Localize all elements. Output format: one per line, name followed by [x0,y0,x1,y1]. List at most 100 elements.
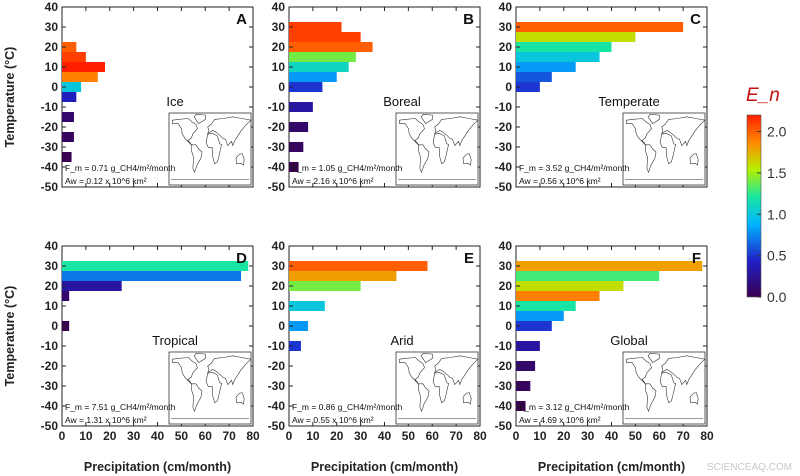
continent-outline [418,144,430,174]
heatmap-cells [289,22,373,172]
colorbar: E_n 2.0 1.5 1.0 0.5 0.0 [746,85,787,305]
x-tick-label: 80 [473,429,487,443]
heatmap-cell [62,42,77,52]
panel-letter: C [690,11,701,28]
x-tick-label: 40 [378,429,392,443]
world-map-inset [622,351,706,425]
continent-outline [432,132,449,165]
colorbar-tick-label: 0.0 [767,289,787,305]
world-map-inset [622,112,706,186]
continent-outline [689,392,699,405]
y-tick-label: 40 [45,239,59,253]
flux-stat: F_m = 0.71 g_CH4/m²/month [65,163,176,173]
panel-letter: A [236,11,247,28]
continent-outline [689,153,699,166]
heatmap-cell [516,291,600,301]
y-tick-label: 0 [505,319,512,333]
x-tick-label: 10 [79,429,93,443]
continent-outline [420,352,433,364]
heatmap-cells [516,22,684,92]
colorbar-scale [746,114,762,298]
panel-a: 40 30 20 10 0 -10 -20 -30 -40 -50 Temperature (°C)… [3,0,254,194]
continent-outline [191,144,203,174]
heatmap-cell [516,261,703,271]
continent-outline [626,357,652,385]
y-tick-label: -40 [41,399,59,413]
colorbar-ticks: 2.0 1.5 1.0 0.5 0.0 [757,124,787,305]
continent-outline [462,153,472,166]
heatmap-cell [289,122,309,132]
map-frame [622,351,706,425]
x-tick-label: 20 [330,429,344,443]
x-tick-label: 60 [199,429,213,443]
y-tick-label: 0 [51,80,58,94]
heatmap-cell [516,381,531,391]
y-tick-label: 40 [272,239,286,253]
y-tick-label: 30 [272,259,286,273]
area-stat: Aw = 0.56 x 10^6 km² [519,176,601,186]
continent-outline [172,357,198,385]
y-tick-label: -10 [41,100,59,114]
colorbar-tick-label: 0.5 [767,248,787,264]
y-tick-label: -10 [495,100,513,114]
x-tick-label: 0 [59,429,66,443]
heatmap-cell [289,281,361,291]
y-tick-label: -40 [268,399,286,413]
continent-outline [434,355,479,386]
heatmap-cell [516,401,526,411]
heatmap-cell [62,52,86,62]
continent-outline [235,392,245,405]
y-tick-label: -40 [41,160,59,174]
heatmap-cell [289,52,356,62]
y-tick-label: 0 [278,80,285,94]
region-label: Global [610,333,648,348]
heatmap-cell [516,22,684,32]
heatmap-cell [289,301,325,311]
y-tick-label: -20 [41,359,59,373]
x-tick-label: 50 [629,429,643,443]
continent-outline [626,118,652,146]
heatmap-cell [62,62,105,72]
y-tick-label: 30 [272,20,286,34]
continent-outline [659,132,676,165]
x-axis-label: Precipitation (cm/month) [311,460,458,474]
map-frame [622,112,706,186]
world-map-inset [168,351,252,425]
y-tick-label: -10 [41,339,59,353]
flux-stat: F_m = 3.12 g_CH4/m²/month [519,402,630,412]
y-tick-label: -30 [495,379,513,393]
continent-outline [418,383,430,413]
colorbar-tick-label: 1.5 [767,165,787,181]
x-tick-label: 0 [286,429,293,443]
heatmap-cell [289,32,361,42]
world-map-inset [395,351,479,425]
heatmap-cell [289,321,309,331]
heatmap-cell [289,142,304,152]
x-tick-label: 50 [402,429,416,443]
world-map-inset [168,112,252,186]
heatmap-cell [516,301,576,311]
y-tick-label: 20 [45,279,59,293]
continent-outline [647,352,660,364]
continent-outline [235,153,245,166]
x-tick-label: 70 [676,429,690,443]
x-tick-label: 80 [246,429,260,443]
heatmap-cell [516,271,660,281]
heatmap-cell [62,152,72,162]
heatmap-cells [516,261,703,411]
panel-b: 40 30 20 10 0 -10 -20 -30 -40 -50 B Boreal F_m = 1.0… [268,0,481,194]
panel-letter: B [463,11,474,28]
y-tick-label: 40 [499,0,513,14]
y-tick-label: -30 [41,140,59,154]
x-tick-label: 70 [449,429,463,443]
heatmap-cell [289,22,342,32]
panel-letter: E [464,250,474,267]
y-tick-label: -50 [268,419,286,433]
y-tick-label: 20 [45,40,59,54]
continent-outline [645,383,657,413]
y-tick-label: -20 [495,120,513,134]
heatmap-cell [516,361,536,371]
